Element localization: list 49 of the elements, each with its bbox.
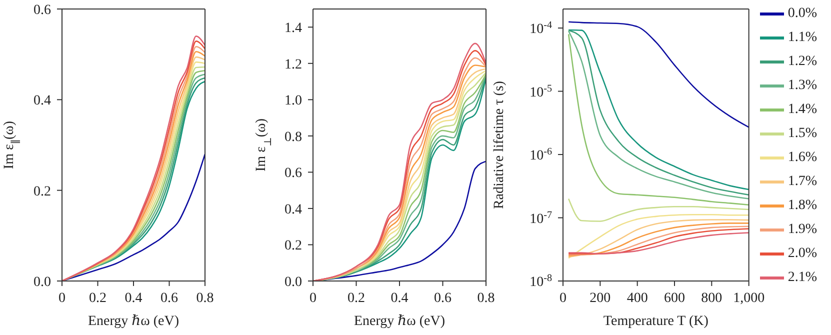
y-tick-label: 10$^{-8}$ [530,272,552,290]
x-tick-label: 0.6 [434,291,452,306]
y-tick-label: 1.0 [284,94,302,109]
y-tick-label: 0.0 [284,275,302,290]
y-axis-title: Radiative lifetime τ (s) [492,80,507,210]
x-tick-label: 0 [58,291,66,306]
y-tick-label: 10$^{-4}$ [530,20,552,38]
x-tick-label: 1,000 [733,291,765,306]
y-tick-label: 0.6 [34,3,51,18]
y-tick-label: 0.2 [34,184,51,200]
legend-label: 1.3% [788,78,817,94]
y-tick-label: 10$^{-6}$ [530,146,552,164]
x-tick-label: 0.6 [160,291,178,306]
legend-label: 1.4% [788,102,817,118]
legend-label: 1.5% [788,126,817,142]
legend-label: 1.6% [788,150,817,166]
legend-label: 1.9% [788,222,817,238]
y-tick-label: 0.8 [284,130,302,145]
x-tick-label: 0.2 [89,291,106,306]
x-axis-title: Energy ℏω (eV) [88,314,180,329]
y-tick-label: 0.6 [284,166,302,182]
x-axis-title: Temperature T (K) [603,314,709,329]
x-tick-label: 0.8 [477,291,495,306]
legend-label: 1.8% [788,198,817,214]
x-tick-label: 400 [626,291,648,306]
y-tick-label: 10$^{-5}$ [530,82,552,100]
legend-label: 2.1% [788,270,817,286]
y-tick-label: 0.0 [34,275,51,290]
y-tick-label: 0.2 [284,238,302,254]
x-tick-label: 0.2 [348,291,365,306]
y-tick-label: 0.4 [34,94,51,109]
x-tick-label: 0 [560,291,566,306]
legend-label: 1.2% [788,54,817,70]
legend-label: 2.0% [788,246,817,262]
legend-label: 1.1% [788,30,817,46]
legend-label: 1.7% [788,174,817,190]
x-tick-label: 0.4 [124,291,142,306]
x-tick-label: 200 [590,291,611,306]
x-tick-label: 800 [701,291,722,306]
x-tick-label: 0.8 [196,291,214,306]
x-tick-label: 0 [310,291,316,306]
x-axis-title: Energy ℏω (eV) [354,314,446,329]
y-tick-label: 10$^{-7}$ [530,209,552,227]
y-tick-label: 1.2 [284,57,302,72]
y-tick-label: 1.4 [284,21,302,36]
x-tick-label: 0.4 [390,291,408,306]
legend-label: 0.0% [788,6,817,22]
y-tick-label: 0.4 [284,202,302,218]
x-tick-label: 600 [664,291,685,306]
